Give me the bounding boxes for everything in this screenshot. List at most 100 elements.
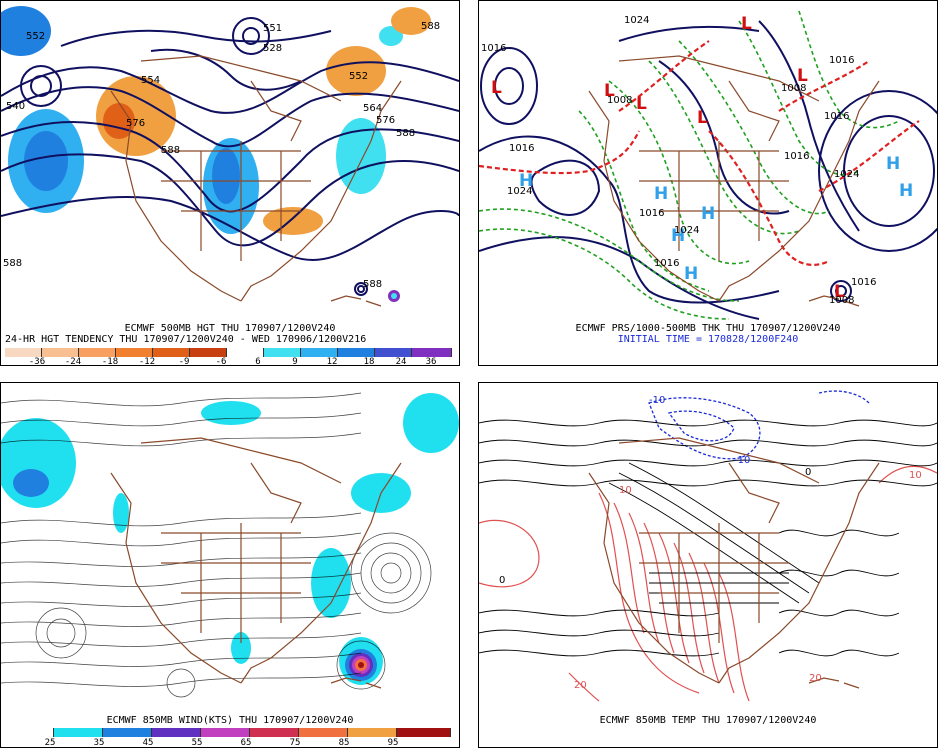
contour-label: 576 <box>126 118 145 129</box>
panel-pressure-thickness: H H H H H H H L L L L L L L 1016 1024 10… <box>478 0 938 366</box>
map-850mb-wind <box>1 392 459 698</box>
contour-label: 552 <box>349 71 368 82</box>
colorbar-label: 18 <box>363 357 375 366</box>
low-pressure-marker: L <box>741 14 752 34</box>
high-pressure-marker: H <box>654 184 668 204</box>
map-pressure-thickness: H H H H H H H L L L L L L L 1016 1024 10… <box>479 10 937 320</box>
colorbar-label: -24 <box>64 357 82 366</box>
coastlines <box>588 55 880 307</box>
colorbar-label: -6 <box>215 357 227 366</box>
colorbar-swatch <box>250 728 299 737</box>
high-pressure-marker: H <box>671 226 685 246</box>
colorbar-swatch <box>5 728 54 737</box>
low-pressure-marker: L <box>491 78 502 98</box>
low-pressure-marker: L <box>797 66 808 86</box>
height-contour-labels: 552 540 554 576 588 528 551 552 564 576 … <box>3 21 440 290</box>
colorbar-swatch <box>397 728 451 737</box>
warm-isotherms <box>479 465 937 702</box>
isobar-label: 1016 <box>509 143 534 154</box>
colorbar-swatch <box>54 728 103 737</box>
colorbar-label: -9 <box>178 357 190 366</box>
isotherm-label: 20 <box>809 673 822 684</box>
isotherm-label: 0 <box>805 467 811 478</box>
lows: L L L L L L L <box>491 14 845 302</box>
colorbar-label: -36 <box>28 357 46 366</box>
contour-label: 588 <box>396 128 415 139</box>
contour-label: 540 <box>6 101 25 112</box>
temperature-labels: 0 -10 -10 10 20 20 0 10 <box>499 395 922 691</box>
low-pressure-marker: L <box>834 282 845 302</box>
colorbar-swatch <box>301 348 338 357</box>
colorbar-label: 35 <box>93 738 105 748</box>
colorbar-label: 85 <box>338 738 350 748</box>
colorbar-label: 55 <box>191 738 203 748</box>
contour-label: 588 <box>421 21 440 32</box>
low-pressure-marker: L <box>604 81 615 101</box>
isotherm-label: -10 <box>734 455 750 466</box>
wind-speed-colorbar <box>5 728 451 737</box>
low-pressure-marker: L <box>636 94 647 114</box>
colorbar-swatch <box>42 348 79 357</box>
colorbar-swatch <box>153 348 190 357</box>
high-pressure-marker: H <box>684 264 698 284</box>
colorbar-label: 6 <box>255 357 261 366</box>
panel-2-caption-line-1: ECMWF PRS/1000-500MB THK THU 170907/1200… <box>575 323 841 334</box>
isobar-label: 1008 <box>607 95 632 106</box>
colorbar-label: 45 <box>142 738 154 748</box>
map-850mb-temperature: 0 -10 -10 10 20 20 0 10 <box>479 390 937 702</box>
isobar-label: 1016 <box>851 277 876 288</box>
thickness-warm <box>479 40 920 266</box>
isobar-label: 1016 <box>824 111 849 122</box>
height-tendency-colorbar <box>5 348 452 357</box>
isobar-label: 1024 <box>674 225 699 236</box>
colorbar-swatch <box>338 348 375 357</box>
isotherm-label: 0 <box>499 575 505 586</box>
isobar-labels: 1016 1024 1016 1024 1008 1016 1024 1008 … <box>481 15 876 306</box>
contour-label: 576 <box>376 115 395 126</box>
panel-1-caption-line-1: ECMWF 500MB HGT THU 170907/1200V240 <box>124 323 336 334</box>
contour-label: 528 <box>263 43 282 54</box>
isobar-label: 1016 <box>829 55 854 66</box>
height-contours <box>1 17 459 296</box>
coastlines <box>110 437 402 689</box>
isobar-label: 1008 <box>781 83 806 94</box>
colorbar-swatch <box>348 728 397 737</box>
colorbar-swatch <box>152 728 201 737</box>
colorbar-label: 65 <box>240 738 252 748</box>
map-500mb-height: 552 540 554 576 588 528 551 552 564 576 … <box>1 6 459 307</box>
panel-850mb-temperature: 0 -10 -10 10 20 20 0 10 ECMWF 850MB TEMP… <box>478 382 938 748</box>
colorbar-label: -18 <box>101 357 119 366</box>
colorbar-label: -12 <box>138 357 156 366</box>
isobar-label: 1008 <box>829 295 854 306</box>
isotherm-label: 10 <box>619 485 632 496</box>
colorbar-swatch <box>5 348 42 357</box>
colorbar-label: 12 <box>326 357 338 366</box>
isotherm-label: 20 <box>574 680 587 691</box>
panel-2-caption-line-2: INITIAL TIME = 170828/1200F240 <box>617 334 799 345</box>
coastlines <box>588 437 880 689</box>
colorbar-swatch <box>190 348 227 357</box>
colorbar-label: 25 <box>44 738 56 748</box>
panel-500mb-height: 552 540 554 576 588 528 551 552 564 576 … <box>0 0 460 366</box>
isotherms <box>479 419 937 657</box>
colorbar-label: 36 <box>425 357 437 366</box>
contour-label: 564 <box>363 103 382 114</box>
highs: H H H H H H H <box>519 154 913 284</box>
isotherm-label: -10 <box>649 395 665 406</box>
isobar-label: 1016 <box>784 151 809 162</box>
panel-3-caption: ECMWF 850MB WIND(KTS) THU 170907/1200V24… <box>106 715 354 726</box>
contour-label: 588 <box>161 145 180 156</box>
colorbar-label: 24 <box>395 357 407 366</box>
isobar-label: 1016 <box>481 43 506 54</box>
isotherm-label: 10 <box>909 470 922 481</box>
streamlines <box>1 392 432 698</box>
colorbar-swatch <box>264 348 301 357</box>
colorbar-label: 95 <box>387 738 399 748</box>
colorbar-swatch <box>201 728 250 737</box>
wind-speed-fills <box>1 393 459 685</box>
colorbar-swatch <box>103 728 152 737</box>
low-pressure-marker: L <box>697 108 708 128</box>
isobar-label: 1024 <box>507 186 532 197</box>
colorbar-swatch <box>412 348 452 357</box>
high-pressure-marker: H <box>519 171 533 191</box>
